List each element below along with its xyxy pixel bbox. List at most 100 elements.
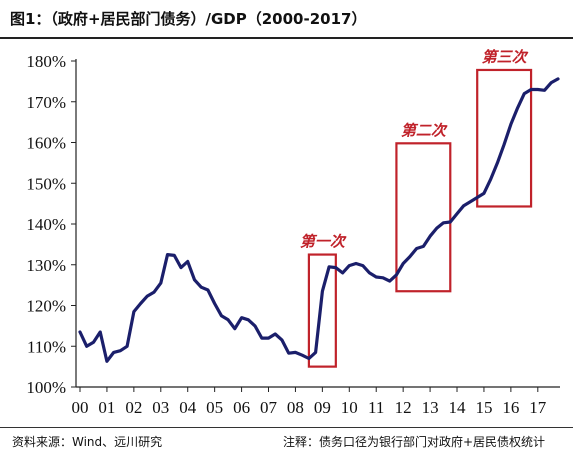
- data-point: [362, 265, 364, 267]
- x-tick-label: 02: [125, 398, 142, 417]
- data-point: [241, 317, 243, 319]
- data-point: [429, 235, 431, 237]
- data-point: [409, 256, 411, 258]
- x-tick-label: 08: [287, 398, 304, 417]
- data-point: [140, 302, 142, 305]
- y-tick-label: 120%: [26, 297, 66, 316]
- x-tick-label: 00: [72, 398, 89, 417]
- data-point: [348, 265, 350, 267]
- y-tick-label: 140%: [26, 215, 66, 234]
- data-point: [133, 311, 135, 313]
- data-point: [375, 276, 377, 278]
- data-point: [220, 315, 222, 317]
- data-point: [234, 328, 236, 330]
- x-tick-label: 01: [98, 398, 115, 417]
- source-note: 资料来源：Wind、远川研究: [12, 435, 163, 449]
- data-point: [281, 339, 283, 341]
- data-point: [321, 290, 323, 292]
- data-point: [368, 272, 371, 274]
- x-tick-label: 12: [395, 398, 412, 417]
- x-tick-label: 13: [422, 398, 439, 417]
- x-tick-label: 06: [233, 398, 250, 417]
- x-tick-label: 17: [529, 398, 547, 417]
- data-point: [328, 266, 330, 268]
- y-tick-label: 180%: [26, 52, 66, 71]
- data-point: [476, 196, 478, 199]
- annotation-box: [307, 253, 337, 368]
- data-point: [92, 341, 95, 343]
- data-point: [483, 192, 485, 194]
- data-point: [402, 262, 404, 265]
- y-tick-label: 110%: [27, 337, 66, 356]
- data-point: [99, 331, 101, 333]
- x-tick-label: 07: [260, 398, 278, 417]
- annotation-box: [395, 142, 452, 293]
- y-tick-label: 160%: [26, 134, 66, 153]
- data-point: [335, 267, 337, 269]
- data-point: [274, 333, 276, 335]
- data-point: [308, 357, 310, 360]
- data-point: [146, 295, 148, 297]
- data-point: [517, 107, 519, 109]
- x-tick-label: 05: [206, 398, 223, 417]
- x-tick-label: 11: [368, 398, 384, 417]
- annotation-label: 第一次: [300, 233, 347, 251]
- data-point: [160, 282, 162, 284]
- data-point: [469, 201, 472, 203]
- data-point: [557, 78, 559, 80]
- data-point: [550, 82, 552, 84]
- data-point: [523, 93, 525, 95]
- series-layer: [78, 77, 560, 363]
- chart-title: 图1：（政府+居民部门债务）/GDP（2000-2017）: [10, 10, 367, 28]
- y-tick-label: 150%: [26, 174, 66, 193]
- data-point: [180, 267, 182, 269]
- data-point: [173, 254, 175, 256]
- data-point: [126, 345, 128, 347]
- data-point: [153, 291, 155, 293]
- x-axis: 00 01 02 03 04 05 06 07 08 09 10 11 12 13 14 15 16 17: [72, 386, 560, 417]
- data-point: [416, 247, 418, 250]
- data-point: [86, 345, 88, 347]
- data-point: [503, 143, 505, 146]
- data-point: [288, 352, 290, 354]
- data-point: [113, 351, 115, 353]
- y-tick-label: 130%: [26, 256, 66, 275]
- footer-rule: [0, 427, 573, 428]
- data-point: [119, 350, 121, 352]
- data-point: [389, 280, 391, 282]
- x-tick-label: 03: [152, 398, 169, 417]
- data-point: [254, 325, 256, 327]
- x-tick-label: 16: [502, 398, 519, 417]
- x-tick-label: 14: [449, 398, 467, 417]
- data-point: [294, 351, 296, 353]
- data-point: [207, 289, 209, 291]
- data-point: [214, 302, 216, 305]
- annotation-label: 第二次: [401, 121, 448, 139]
- data-point: [456, 213, 458, 215]
- annotation-box: [476, 68, 533, 208]
- annotation-boxes: 第一次 第二次 第三次: [300, 48, 533, 368]
- data-point: [530, 88, 532, 91]
- annotation-label: 第三次: [482, 48, 529, 66]
- x-tick-label: 10: [341, 398, 358, 417]
- title-rule: [0, 37, 573, 39]
- x-tick-label: 15: [475, 398, 492, 417]
- data-point: [496, 162, 498, 164]
- data-point: [436, 227, 438, 229]
- data-point: [267, 337, 270, 339]
- data-point: [227, 319, 229, 321]
- data-point: [261, 337, 263, 339]
- y-tick-label: 170%: [26, 93, 66, 112]
- data-point: [449, 221, 451, 223]
- data-point: [79, 331, 81, 333]
- definition-note: 注释：债务口径为银行部门对政府+居民债权统计: [282, 435, 545, 449]
- data-point: [166, 254, 169, 256]
- data-point: [490, 178, 492, 180]
- data-point: [442, 222, 445, 224]
- data-point: [422, 245, 424, 247]
- series-line: [78, 77, 560, 363]
- data-point: [395, 274, 397, 276]
- data-point: [247, 319, 249, 321]
- data-point: [543, 89, 546, 91]
